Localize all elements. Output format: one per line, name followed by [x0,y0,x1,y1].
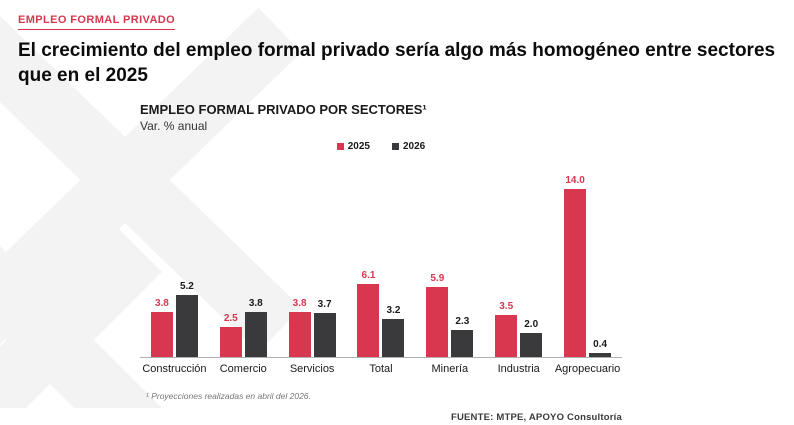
chart-legend: 2025 2026 [140,141,622,152]
category-label: Agropecuario [554,363,621,376]
plot-area: 3.8 5.2 2.5 3.8 3.8 3.7 6.1 3.2 5.9 2.3 3.5 2.0 14.0… [140,170,622,359]
bar-value-label: 14.0 [565,175,585,187]
chart-title: EMPLEO FORMAL PRIVADO POR SECTORES¹ [140,102,427,118]
legend-item-2025: 2025 [336,141,370,153]
bar-2025: 5.9 [426,273,449,358]
bar-2025: 2.5 [219,313,242,358]
chart-footnote: ¹ Proyecciones realizadas en abril del 2… [146,391,311,402]
bar-2025: 3.8 [288,298,311,358]
bar-value-label: 5.2 [179,280,194,292]
bar-value-label: 2.3 [455,315,470,327]
category-label: Minería [431,363,469,376]
source-row: FUENTE: MTPE, APOYO Consultoría [140,407,622,425]
source-text: FUENTE: MTPE, APOYO Consultoría [450,412,622,424]
page-title: El crecimiento del empleo formal privado… [18,40,776,86]
bar-value-label: 0.4 [593,338,608,350]
legend-swatch-icon [392,143,399,151]
bar-value-label: 3.2 [386,304,401,316]
bar-group: 6.1 3.2 [347,270,416,358]
chart-subtitle: Var. % anual [140,119,208,134]
bar-value-label: 3.8 [154,297,169,309]
bar-value-label: 3.7 [317,298,332,310]
bar-group: 5.9 2.3 [415,273,484,358]
bar-2025: 14.0 [564,175,587,358]
bar-value-label: 6.1 [361,270,376,282]
bar-2026: 5.2 [175,281,198,358]
bar-2026: 0.4 [589,339,612,358]
bar-2026: 2.3 [451,316,474,358]
bar-value-label: 3.8 [248,297,263,309]
bar-group: 3.8 3.7 [278,298,347,358]
bar-value-label: 2.0 [524,319,539,331]
bar-value-label: 2.5 [223,313,238,325]
bar-group: 14.0 0.4 [553,175,622,358]
category-label: Servicios [289,363,335,376]
bar-group: 3.8 5.2 [140,281,209,358]
legend-label: 2026 [403,141,426,153]
bar-2026: 3.7 [313,299,336,358]
legend-swatch-icon [336,143,344,151]
bar-2026: 2.0 [520,319,543,358]
bar-2025: 3.5 [495,301,518,358]
bar-2026: 3.8 [244,298,267,358]
bar-2025: 3.8 [150,298,173,358]
section-kicker: EMPLEO FORMAL PRIVADO [18,14,176,30]
bar-value-label: 5.9 [430,272,445,284]
bar-group: 3.5 2.0 [484,301,553,358]
bar-2026: 3.2 [382,305,405,358]
category-label: Construcción [142,363,207,376]
bar-value-label: 3.8 [292,297,307,309]
legend-label: 2025 [347,141,370,153]
bar-group: 2.5 3.8 [209,298,278,358]
bar-value-label: 3.5 [499,301,514,313]
legend-item-2026: 2026 [392,141,425,152]
chart: EMPLEO FORMAL PRIVADO POR SECTORES¹ Var.… [140,102,622,401]
category-row: Construcción Comercio Servicios Total Minerí… [140,363,622,375]
bar-2025: 6.1 [357,270,380,358]
category-label: Comercio [219,363,267,376]
category-label: Industria [497,363,540,376]
category-label: Total [369,363,393,376]
